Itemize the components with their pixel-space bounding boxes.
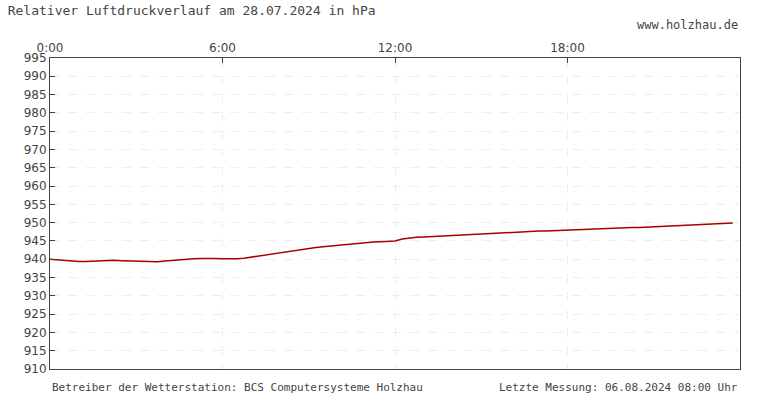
svg-text:950: 950	[24, 216, 47, 230]
svg-text:www.holzhau.de: www.holzhau.de	[637, 18, 738, 32]
svg-text:965: 965	[24, 161, 47, 175]
svg-text:930: 930	[24, 289, 47, 303]
svg-text:925: 925	[24, 307, 47, 321]
svg-text:985: 985	[24, 88, 47, 102]
svg-text:Letzte Messung: 06.08.2024 08:: Letzte Messung: 06.08.2024 08:00 Uhr	[499, 381, 738, 394]
svg-text:6:00: 6:00	[209, 41, 236, 55]
svg-text:18:00: 18:00	[550, 41, 585, 55]
svg-text:995: 995	[24, 51, 47, 65]
svg-text:0:00: 0:00	[37, 41, 64, 55]
svg-text:935: 935	[24, 271, 47, 285]
svg-text:Relativer Luftdruckverlauf am: Relativer Luftdruckverlauf am 28.07.2024…	[8, 3, 376, 18]
svg-text:910: 910	[24, 362, 47, 376]
svg-text:960: 960	[24, 179, 47, 193]
svg-text:Betreiber der Wetterstation: B: Betreiber der Wetterstation: BCS Compute…	[52, 381, 423, 394]
svg-text:915: 915	[24, 344, 47, 358]
svg-text:955: 955	[24, 198, 47, 212]
svg-text:12:00: 12:00	[378, 41, 413, 55]
svg-text:920: 920	[24, 326, 47, 340]
svg-text:980: 980	[24, 106, 47, 120]
svg-text:990: 990	[24, 69, 47, 83]
svg-text:940: 940	[24, 252, 47, 266]
svg-text:970: 970	[24, 143, 47, 157]
svg-text:945: 945	[24, 234, 47, 248]
svg-text:975: 975	[24, 124, 47, 138]
